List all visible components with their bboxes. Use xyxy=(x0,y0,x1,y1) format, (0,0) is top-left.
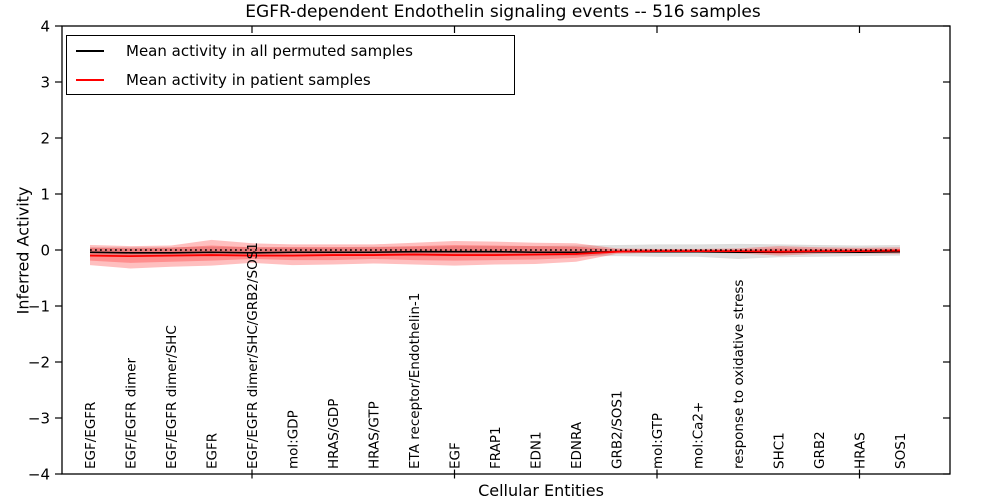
x-category-label: ETA receptor/Endothelin-1 xyxy=(407,293,423,469)
legend-entry-patient: Mean activity in patient samples xyxy=(67,67,514,93)
x-category-label: EGF/EGFR dimer/SHC xyxy=(164,325,180,469)
y-tick-label: 2 xyxy=(40,130,50,148)
x-category-label: SOS1 xyxy=(893,433,909,469)
y-tick-label: 3 xyxy=(40,74,50,92)
y-tick-label: −1 xyxy=(28,298,50,316)
x-category-label: EGFR xyxy=(205,433,221,469)
x-category-label: HRAS xyxy=(853,432,869,469)
x-category-label: EGF/EGFR dimer xyxy=(124,357,140,469)
x-category-label: response to oxidative stress xyxy=(731,280,747,469)
chart-title: EGFR-dependent Endothelin signaling even… xyxy=(245,2,761,22)
x-axis-label: Cellular Entities xyxy=(478,481,604,500)
x-category-label: mol:GDP xyxy=(286,410,302,469)
legend-entry-permuted: Mean activity in all permuted samples xyxy=(67,38,514,64)
legend-line-permuted-icon xyxy=(76,49,104,52)
x-category-label: mol:GTP xyxy=(650,413,666,469)
legend-line-patient-icon xyxy=(76,78,104,81)
legend-label-patient: Mean activity in patient samples xyxy=(126,70,371,89)
x-category-label: EGF/EGFR xyxy=(83,402,99,469)
x-category-label: EGF/EGFR dimer/SHC/GRB2/SOS1 xyxy=(245,242,261,469)
x-category-label: EGF xyxy=(448,442,464,469)
x-category-label: HRAS/GDP xyxy=(326,399,342,469)
y-axis-label: Inferred Activity xyxy=(13,186,33,315)
mean-patient-line xyxy=(89,249,901,258)
y-tick-label: 4 xyxy=(40,18,50,36)
x-category-label: FRAP1 xyxy=(488,426,504,469)
patient-samples-band-inner xyxy=(90,244,900,263)
legend-label-permuted: Mean activity in all permuted samples xyxy=(126,41,413,60)
x-category-label: mol:Ca2+ xyxy=(691,402,707,469)
y-tick-label: −2 xyxy=(28,354,50,372)
x-category-label: GRB2 xyxy=(812,431,828,469)
x-category-label: GRB2/SOS1 xyxy=(610,390,626,469)
x-category-label: HRAS/GTP xyxy=(367,401,383,469)
y-tick-label: −4 xyxy=(28,466,50,484)
y-tick-label: 1 xyxy=(40,186,50,204)
x-category-label: EDN1 xyxy=(529,431,545,469)
x-category-label: EDNRA xyxy=(569,421,585,469)
y-tick-label: 0 xyxy=(40,242,50,260)
y-tick-label: −3 xyxy=(28,410,50,428)
x-category-label: SHC1 xyxy=(772,432,788,469)
legend: Mean activity in all permuted samples Me… xyxy=(66,35,515,95)
